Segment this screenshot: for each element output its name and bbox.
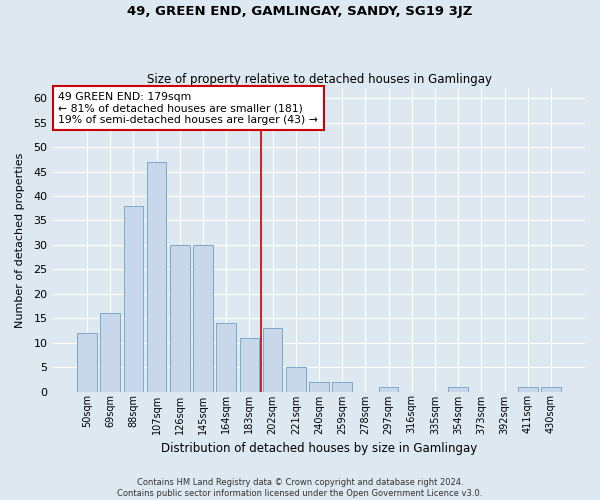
- X-axis label: Distribution of detached houses by size in Gamlingay: Distribution of detached houses by size …: [161, 442, 477, 455]
- Bar: [309, 382, 329, 392]
- Y-axis label: Number of detached properties: Number of detached properties: [15, 152, 25, 328]
- Bar: [379, 386, 398, 392]
- Bar: [217, 323, 236, 392]
- Bar: [77, 333, 97, 392]
- Bar: [100, 314, 120, 392]
- Bar: [170, 245, 190, 392]
- Bar: [239, 338, 259, 392]
- Text: 49 GREEN END: 179sqm
← 81% of detached houses are smaller (181)
19% of semi-deta: 49 GREEN END: 179sqm ← 81% of detached h…: [58, 92, 318, 125]
- Bar: [286, 367, 305, 392]
- Bar: [448, 386, 468, 392]
- Text: Contains HM Land Registry data © Crown copyright and database right 2024.
Contai: Contains HM Land Registry data © Crown c…: [118, 478, 482, 498]
- Bar: [193, 245, 213, 392]
- Bar: [332, 382, 352, 392]
- Bar: [541, 386, 561, 392]
- Text: 49, GREEN END, GAMLINGAY, SANDY, SG19 3JZ: 49, GREEN END, GAMLINGAY, SANDY, SG19 3J…: [127, 5, 473, 18]
- Bar: [124, 206, 143, 392]
- Bar: [263, 328, 283, 392]
- Bar: [147, 162, 166, 392]
- Bar: [518, 386, 538, 392]
- Title: Size of property relative to detached houses in Gamlingay: Size of property relative to detached ho…: [146, 73, 491, 86]
